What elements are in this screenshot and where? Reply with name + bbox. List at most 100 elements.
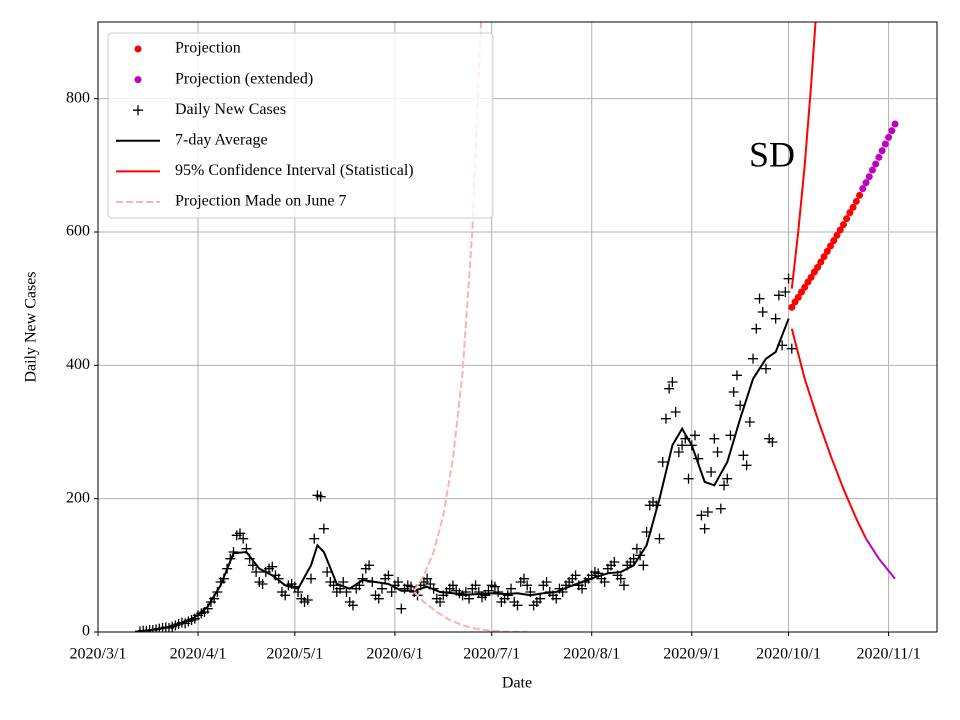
point [830, 237, 838, 245]
point [234, 528, 245, 539]
legend-label: 7-day Average [175, 131, 268, 148]
point [267, 561, 278, 572]
x-tick-label: 2020/7/1 [463, 646, 520, 663]
plot-area [134, 22, 899, 632]
point [878, 147, 886, 155]
point [315, 491, 326, 502]
annotation: SD [749, 134, 795, 174]
y-tick-label: 200 [66, 489, 90, 506]
point [347, 600, 358, 611]
y-tick-label: 800 [66, 89, 90, 106]
y-tick-label: 600 [66, 223, 90, 240]
point [728, 387, 739, 397]
point [856, 191, 864, 199]
point [738, 450, 749, 461]
point [667, 377, 678, 387]
point [846, 209, 854, 217]
point [512, 600, 523, 611]
y-axis-label: Daily New Cases [23, 271, 40, 382]
point [609, 557, 620, 567]
point [788, 303, 796, 311]
point [599, 577, 610, 587]
point [470, 580, 481, 591]
point [673, 447, 684, 457]
point [251, 567, 262, 577]
point [760, 363, 771, 374]
point [702, 507, 713, 517]
legend-label: 95% Confidence Interval (Statistical) [175, 162, 414, 179]
point [807, 273, 815, 281]
point [577, 583, 588, 594]
x-tick-label: 2020/5/1 [266, 646, 323, 663]
point [518, 573, 529, 584]
point [852, 197, 860, 205]
point [309, 533, 320, 544]
point [843, 215, 851, 223]
point [820, 253, 828, 261]
point [875, 153, 883, 161]
point [712, 447, 723, 457]
point [473, 587, 484, 597]
point [615, 573, 626, 584]
point [801, 283, 809, 291]
point [341, 587, 352, 597]
point [422, 573, 433, 584]
point [677, 440, 688, 451]
point [238, 533, 249, 544]
point [862, 179, 870, 187]
x-tick-label: 2020/11/1 [856, 646, 920, 663]
point [885, 133, 893, 141]
point [683, 473, 694, 484]
y-tick-label: 0 [82, 623, 90, 640]
point [709, 433, 720, 444]
point [386, 587, 397, 597]
point [748, 353, 759, 364]
point [522, 580, 533, 591]
point [706, 467, 717, 477]
point [489, 581, 500, 592]
x-tick-label: 2020/9/1 [663, 646, 720, 663]
legend-label: Projection (extended) [175, 70, 313, 87]
point [836, 226, 844, 234]
point [744, 417, 755, 427]
line [790, 328, 867, 540]
point [814, 263, 822, 271]
axes: 0 200 400 600 800 2020/3/1 2020/4/1 2020/5/1 202… [66, 89, 921, 662]
point [872, 160, 880, 168]
point [670, 407, 681, 417]
point [699, 523, 710, 534]
point [657, 457, 668, 467]
x-tick-label: 2020/6/1 [366, 646, 423, 663]
point [770, 313, 781, 324]
point [888, 127, 896, 135]
point [502, 590, 513, 601]
point [376, 583, 387, 594]
point [786, 343, 797, 354]
legend: Projection Projection (extended) Daily New… [107, 32, 494, 219]
legend-label: Projection [175, 40, 241, 57]
point [435, 597, 446, 607]
point [731, 370, 742, 381]
point [827, 242, 835, 250]
point [823, 247, 831, 255]
point [447, 580, 458, 591]
legend-marker [134, 76, 142, 84]
point [396, 603, 407, 614]
point [773, 290, 784, 301]
point [754, 293, 765, 304]
point [618, 580, 629, 591]
x-tick-label: 2020/3/1 [70, 646, 127, 663]
legend-marker [133, 105, 143, 116]
line [143, 318, 790, 632]
point [780, 287, 791, 297]
point [654, 533, 665, 544]
point [868, 166, 876, 174]
x-tick-label: 2020/10/1 [756, 646, 821, 663]
line [413, 591, 528, 632]
point [833, 231, 841, 239]
point [535, 593, 546, 604]
line [865, 538, 896, 580]
line [413, 22, 483, 592]
point [881, 140, 889, 148]
x-tick-label: 2020/4/1 [170, 646, 227, 663]
